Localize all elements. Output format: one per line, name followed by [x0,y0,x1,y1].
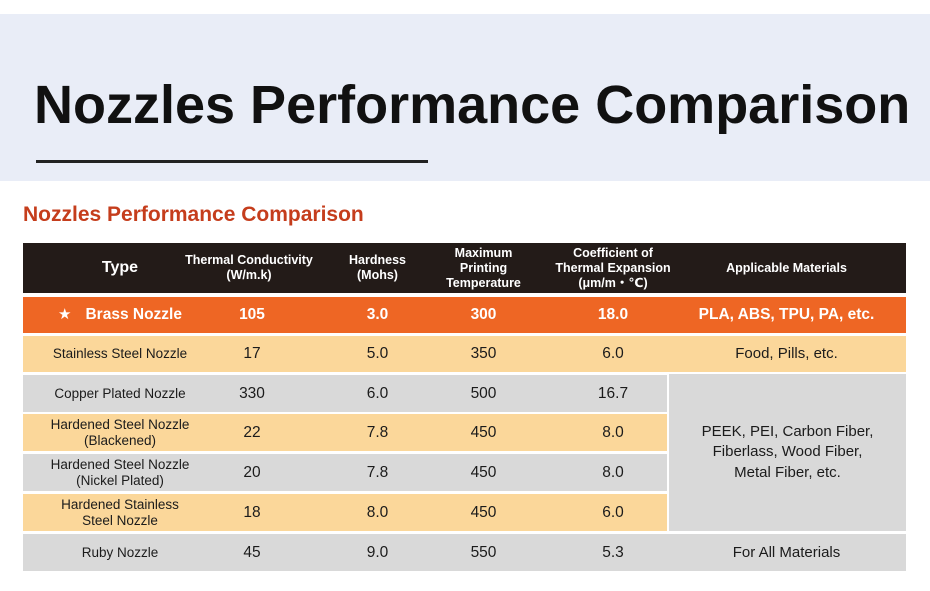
row-materials: Food, Pills, etc. [735,345,838,363]
row-thermal: 20 [243,463,261,481]
row-expansion: 6.0 [602,503,624,521]
comparison-table: Type Thermal Conductivity (W/m.k) Hardne… [23,243,906,571]
row-max-temp: 450 [470,503,497,521]
row-thermal: 45 [243,543,261,561]
row-expansion: 8.0 [602,423,624,441]
row-type: ★ Brass Nozzle [23,297,217,333]
row-type: Hardened Steel Nozzle (Blackened) [50,416,190,448]
row-expansion: 5.3 [602,543,624,561]
row-thermal: 18 [243,503,261,521]
row-max-temp: 550 [470,543,497,561]
row-hardness: 7.8 [366,423,389,441]
row-thermal: 17 [243,345,261,363]
header-type: Type [101,259,139,277]
header-applicable-materials: Applicable Materials [726,260,847,275]
row-thermal: 105 [239,306,265,324]
row-expansion: 6.0 [602,345,624,363]
table-header-row: Type Thermal Conductivity (W/m.k) Hardne… [23,243,906,293]
header-hardness: Hardness (Mohs) [349,253,406,282]
row-expansion: 8.0 [602,463,624,481]
row-thermal: 330 [239,384,265,402]
page-title: Nozzles Performance Comparison [34,75,911,135]
table-row: ★ Brass Nozzle 105 3.0 300 18.0 PLA, ABS… [23,297,906,333]
row-materials: PLA, ABS, TPU, PA, etc. [698,306,875,324]
title-banner: Nozzles Performance Comparison [0,14,930,181]
row-max-temp: 300 [470,306,497,324]
merged-materials-cell: PEEK, PEI, Carbon Fiber, Fiberlass, Wood… [667,374,906,531]
row-type-label: Brass Nozzle [85,306,182,324]
row-expansion: 16.7 [597,384,629,402]
row-hardness: 5.0 [366,345,389,363]
table-row: Stainless Steel Nozzle 17 5.0 350 6.0 Fo… [23,336,906,372]
row-max-temp: 500 [470,384,497,402]
header-thermal-conductivity: Thermal Conductivity (W/m.k) [185,253,313,282]
table-title: Nozzles Performance Comparison [23,203,364,226]
row-type: Hardened Stainless Steel Nozzle [61,496,179,528]
row-expansion: 18.0 [597,306,629,324]
row-hardness: 8.0 [366,503,389,521]
row-hardness: 7.8 [366,463,389,481]
row-type: Stainless Steel Nozzle [52,346,188,362]
row-thermal: 22 [243,423,261,441]
row-type: Ruby Nozzle [81,544,159,560]
header-max-temperature: Maximum Printing Temperature [446,245,521,290]
row-hardness: 3.0 [366,306,389,324]
row-type: Hardened Steel Nozzle (Nickel Plated) [50,456,190,488]
title-underline [36,160,428,163]
row-hardness: 9.0 [366,543,389,561]
star-icon: ★ [58,306,72,324]
row-max-temp: 350 [470,345,497,363]
header-thermal-expansion: Coefficient of Thermal Expansion (μm/m・℃… [555,245,671,290]
row-materials: For All Materials [732,543,841,561]
row-type: Copper Plated Nozzle [54,385,186,401]
table-row: Ruby Nozzle 45 9.0 550 5.3 For All Mater… [23,534,906,571]
row-hardness: 6.0 [366,384,389,402]
row-max-temp: 450 [470,423,497,441]
row-max-temp: 450 [470,463,497,481]
